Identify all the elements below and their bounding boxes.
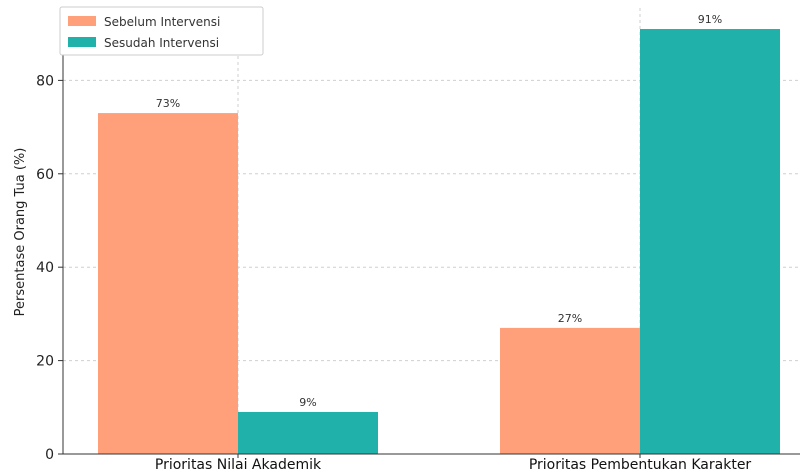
y-tick-label: 40 [36,260,54,276]
data-label: 91% [698,13,722,26]
data-label: 9% [299,396,316,409]
bar-sebelum-0 [98,113,238,454]
x-category-label: Prioritas Pembentukan Karakter [529,457,752,472]
bars [98,29,780,454]
y-axis-title: Persentase Orang Tua (%) [13,148,28,317]
data-label: 27% [558,312,582,325]
axes: 0 20 40 60 80 Prioritas Nilai Akademik Priorit… [36,8,800,472]
y-tick-label: 0 [45,447,54,463]
bar-sesudah-0 [238,411,378,454]
legend-swatch-sebelum [68,16,96,26]
legend-swatch-sesudah [68,37,96,47]
y-tick-label: 60 [36,167,54,183]
bar-sebelum-1 [500,327,640,454]
legend-label-sesudah: Sesudah Intervensi [104,36,219,50]
legend-frame [59,6,264,56]
bar-sesudah-1 [640,29,780,454]
x-category-label: Prioritas Nilai Akademik [155,457,322,472]
legend-label-sebelum: Sebelum Intervensi [104,15,220,29]
y-tick-label: 80 [36,73,54,89]
data-labels: 73% 27% 9% 91% [156,13,722,409]
y-tick-label: 20 [36,354,54,370]
data-label: 73% [156,97,180,110]
legend: Sebelum Intervensi Sesudah Intervensi [59,6,264,56]
